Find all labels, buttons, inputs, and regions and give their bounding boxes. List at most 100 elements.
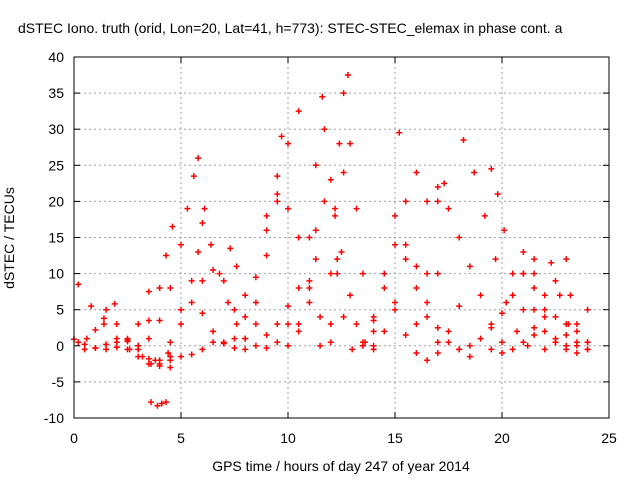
data-point: [434, 270, 441, 277]
data-point: [441, 180, 448, 187]
data-point: [263, 252, 270, 259]
data-point: [541, 292, 548, 299]
data-point: [111, 300, 118, 307]
data-point: [81, 341, 88, 348]
data-series: [274, 93, 326, 346]
data-point: [584, 306, 591, 313]
data-point: [402, 256, 409, 263]
data-point: [573, 328, 580, 335]
data-point: [548, 259, 555, 266]
data-point: [567, 292, 574, 299]
data-point: [295, 328, 302, 335]
data-point: [167, 285, 174, 292]
data-point: [156, 285, 163, 292]
data-point: [199, 220, 206, 227]
data-point: [477, 292, 484, 299]
y-tick-label: 35: [48, 85, 64, 101]
data-point: [231, 335, 238, 342]
data-point: [210, 266, 217, 273]
data-point: [424, 270, 431, 277]
data-point: [499, 310, 505, 317]
data-point: [231, 306, 238, 313]
data-point: [402, 331, 409, 338]
data-series: [75, 281, 172, 364]
y-tick-label: 0: [56, 338, 64, 354]
data-point: [359, 342, 366, 349]
data-point: [103, 346, 110, 353]
data-point: [285, 140, 291, 147]
data-point: [552, 313, 559, 320]
data-point: [381, 285, 388, 292]
data-point: [242, 335, 249, 342]
data-point: [541, 306, 548, 313]
data-point: [471, 169, 478, 176]
data-point: [252, 342, 259, 349]
data-point: [434, 350, 441, 357]
data-point: [531, 285, 538, 292]
data-point: [402, 241, 409, 248]
data-point: [100, 321, 107, 328]
data-point: [573, 339, 580, 346]
data-point: [347, 140, 354, 147]
y-axis-label: dSTEC / TECUs: [1, 187, 17, 289]
data-point: [434, 198, 441, 205]
data-point: [210, 328, 217, 335]
data-point: [460, 137, 467, 144]
data-point: [503, 299, 510, 306]
y-tick-label: 25: [48, 157, 64, 173]
data-point: [278, 133, 285, 140]
data-point: [145, 317, 152, 324]
data-point: [327, 270, 334, 277]
data-point: [520, 339, 527, 346]
data-point: [263, 212, 270, 219]
data-point: [285, 321, 291, 328]
data-point: [113, 321, 120, 328]
data-point: [178, 353, 184, 360]
data-series: [135, 155, 202, 349]
data-point: [413, 321, 420, 328]
data-point: [392, 299, 398, 306]
data-point: [424, 299, 431, 306]
x-tick-label: 0: [70, 430, 78, 446]
data-point: [165, 350, 172, 357]
data-point: [199, 310, 206, 317]
data-point: [349, 346, 356, 353]
data-point: [445, 205, 452, 212]
data-point: [563, 256, 570, 263]
data-series: [231, 133, 285, 342]
y-tick-label: 40: [48, 49, 64, 65]
data-point: [513, 328, 520, 335]
data-point: [145, 335, 152, 342]
data-point: [295, 285, 302, 292]
data-series: [178, 205, 208, 313]
data-point: [573, 350, 580, 357]
data-point: [154, 402, 161, 409]
data-point: [392, 306, 398, 313]
data-point: [306, 277, 313, 284]
x-tick-label: 15: [387, 430, 403, 446]
data-point: [434, 339, 441, 346]
data-point: [520, 306, 527, 313]
y-tick-label: 20: [48, 193, 64, 209]
data-point: [195, 248, 202, 255]
data-point: [334, 256, 341, 263]
data-point: [188, 299, 195, 306]
data-point: [263, 227, 270, 234]
data-point: [413, 169, 420, 176]
data-point: [113, 344, 120, 351]
data-point: [195, 155, 202, 162]
axis-ticks: 0 5 10 15 20 25 -10 -5 0 5 10 15 20 25 30 35 40: [44, 49, 617, 446]
data-point: [252, 321, 259, 328]
data-series: [413, 180, 448, 328]
data-point: [88, 303, 95, 310]
data-point: [135, 342, 142, 349]
data-series: [434, 183, 505, 346]
data-point: [494, 191, 501, 198]
y-tick-label: -10: [44, 410, 64, 426]
data-point: [156, 317, 163, 324]
data-point: [563, 346, 570, 353]
data-point: [83, 335, 90, 342]
data-point: [148, 399, 155, 406]
data-point: [124, 346, 131, 353]
data-point: [169, 223, 176, 230]
